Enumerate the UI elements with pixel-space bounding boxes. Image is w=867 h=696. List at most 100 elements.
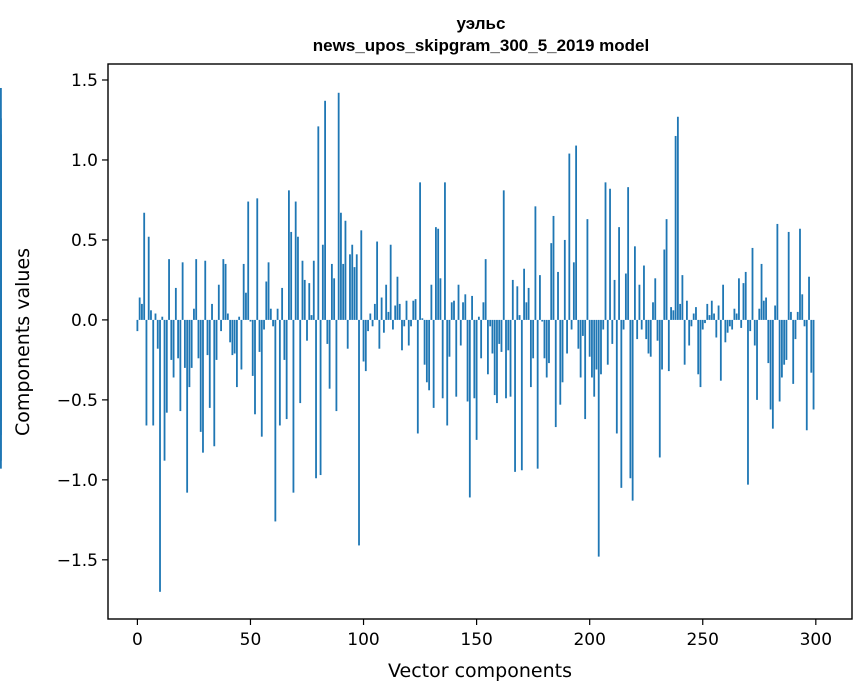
bar <box>812 319 815 410</box>
bar <box>466 319 469 402</box>
bar <box>726 319 729 333</box>
bar <box>258 319 261 352</box>
bar <box>810 319 813 373</box>
bar <box>493 319 496 396</box>
bar <box>208 319 211 408</box>
bar <box>245 292 247 320</box>
bar <box>159 319 161 592</box>
bar <box>640 319 643 330</box>
bar <box>622 319 625 330</box>
bar <box>663 249 666 320</box>
bar <box>236 319 238 388</box>
bar <box>297 236 299 320</box>
bar <box>753 319 756 346</box>
bar <box>783 319 786 365</box>
bar <box>523 268 525 320</box>
y-tick-label: 0.0 <box>71 311 98 331</box>
y-tick-label: −1.5 <box>57 551 98 571</box>
bar <box>645 319 648 340</box>
bar <box>403 319 406 327</box>
bar <box>389 244 392 320</box>
bar <box>353 267 356 320</box>
bar <box>351 244 354 320</box>
bar <box>489 319 492 327</box>
bar <box>324 100 326 320</box>
bar <box>566 319 568 354</box>
bar <box>444 182 446 320</box>
bar <box>319 319 322 476</box>
bar <box>274 319 277 522</box>
bar <box>301 260 304 320</box>
bar <box>724 319 727 343</box>
y-tick-label: −1.0 <box>57 471 98 491</box>
x-tick-label: 0 <box>132 630 143 650</box>
bar <box>731 319 734 330</box>
bar <box>543 319 546 359</box>
bar <box>713 313 715 320</box>
bar <box>801 294 804 320</box>
bar <box>421 318 424 320</box>
bar <box>511 279 514 320</box>
bar <box>534 206 537 320</box>
bar <box>355 254 358 320</box>
bar <box>288 190 290 320</box>
bar <box>541 319 544 322</box>
bar <box>233 319 236 354</box>
y-tick-label: 1.5 <box>71 71 98 91</box>
bar <box>597 319 600 557</box>
bar <box>222 259 225 320</box>
bar <box>398 303 401 320</box>
bar <box>457 284 460 320</box>
bar <box>263 319 265 330</box>
bar <box>183 319 186 368</box>
y-tick-label: 1.0 <box>71 151 98 171</box>
bar <box>686 300 688 320</box>
bar <box>211 303 213 320</box>
bar <box>464 294 467 320</box>
bar <box>141 303 143 320</box>
bar <box>572 262 575 320</box>
bar <box>193 308 195 320</box>
bar <box>188 319 191 388</box>
bar <box>360 230 363 320</box>
bar <box>805 319 808 431</box>
bar <box>742 283 745 320</box>
bar <box>722 284 725 320</box>
y-tick-label: −0.5 <box>57 391 98 411</box>
bar <box>378 319 381 349</box>
bar <box>161 316 164 320</box>
bar <box>281 287 284 320</box>
bar <box>500 319 503 352</box>
bar <box>658 319 661 458</box>
bar <box>213 319 216 447</box>
bar <box>765 297 767 320</box>
bar <box>459 319 462 346</box>
bar <box>688 319 691 346</box>
bar <box>654 278 657 320</box>
bar <box>539 275 541 320</box>
bar <box>699 319 702 388</box>
bar <box>202 319 204 453</box>
bar <box>204 260 207 320</box>
bar <box>432 319 435 408</box>
bar <box>256 198 259 320</box>
bar <box>317 126 320 320</box>
bar <box>441 319 444 399</box>
bar <box>557 271 559 320</box>
bar <box>231 319 234 356</box>
bar <box>491 319 494 354</box>
bar <box>681 275 684 320</box>
bar <box>446 319 449 426</box>
bar <box>283 319 286 360</box>
bar <box>220 319 222 332</box>
bar <box>310 315 313 320</box>
bar <box>448 319 451 357</box>
bar <box>514 319 516 472</box>
bar <box>177 319 180 359</box>
bar <box>747 319 749 485</box>
y-axis-ticks: −1.5 −1.0 −0.5 0.0 0.5 1.0 1.5 <box>57 71 108 571</box>
bar <box>611 319 614 344</box>
bar <box>787 231 790 320</box>
bar <box>229 319 232 343</box>
